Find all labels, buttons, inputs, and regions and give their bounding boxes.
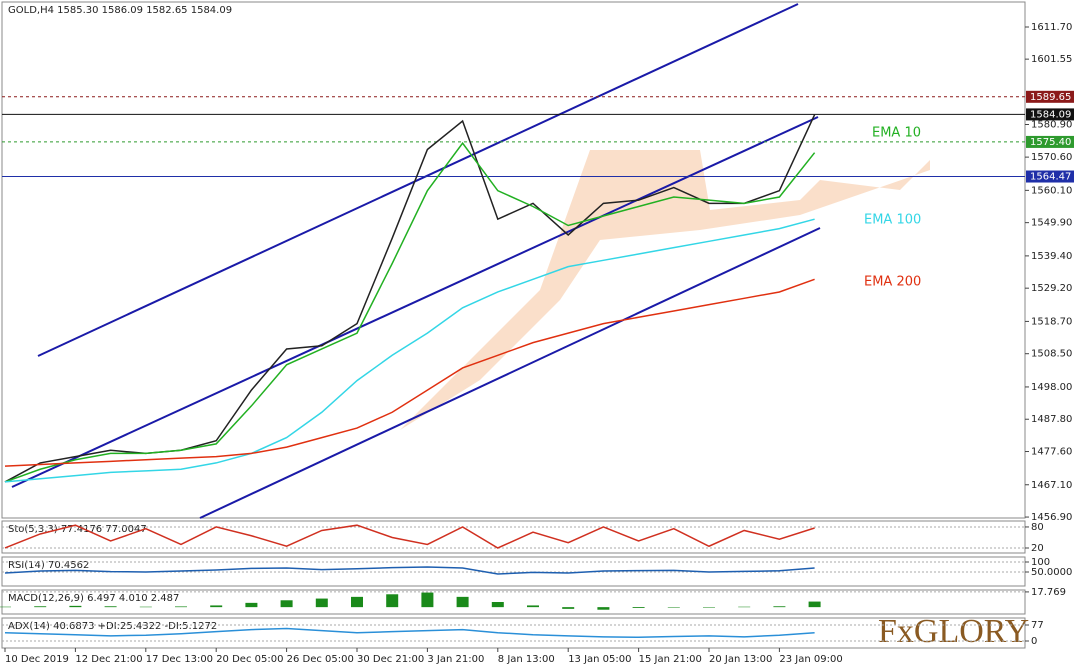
bar (139, 606, 152, 608)
channel-middle (11, 116, 819, 488)
y-tick-label: 1539.40 (1031, 251, 1072, 262)
bar (386, 594, 399, 608)
adx-pane (1, 617, 1026, 649)
bar (280, 600, 293, 608)
x-tick-label: 10 Dec 2019 (5, 654, 69, 665)
y-tick-label: 1580.90 (1031, 120, 1072, 131)
chart-title: GOLD,H4 1585.30 1586.09 1582.65 1584.09 (8, 5, 232, 16)
bar (527, 605, 539, 608)
pane-title: RSI(14) 70.4562 (8, 560, 89, 571)
ichimoku-cloud (400, 150, 930, 430)
y-tick-label: 20 (1031, 543, 1044, 554)
series-label: EMA 100 (864, 213, 921, 228)
y-tick-label: 1529.20 (1031, 283, 1072, 294)
bar (315, 598, 328, 608)
bar (245, 602, 258, 608)
bar (69, 605, 82, 608)
series-line (4, 627, 815, 639)
bar (738, 606, 751, 608)
price-tag (1026, 135, 1074, 148)
y-tick-label: 1508.50 (1031, 349, 1072, 360)
series-line (4, 141, 816, 483)
series-line (4, 218, 815, 483)
y-tick-label: 1611.70 (1031, 22, 1072, 33)
x-tick-label: 20 Dec 05:00 (216, 654, 283, 665)
series-line (4, 524, 815, 549)
bar (562, 607, 575, 609)
bar (491, 602, 504, 608)
price-tag (1026, 90, 1074, 103)
bar (175, 606, 187, 608)
y-tick-label: 0 (1031, 636, 1037, 647)
bar (104, 606, 117, 608)
bar (773, 606, 786, 608)
y-tick-label: 100 (1031, 557, 1050, 568)
x-tick-label: 23 Jan 09:00 (779, 654, 842, 665)
channel-lower (199, 227, 821, 519)
bar (808, 601, 821, 608)
y-tick-label: 1467.10 (1031, 480, 1072, 491)
pane-title: ADX(14) 40.6873 +DI:25.4322 -DI:5.1272 (8, 621, 217, 632)
series-line (4, 566, 815, 575)
price-tag-label: 1564.47 (1030, 172, 1071, 183)
x-tick-label: 17 Dec 13:00 (146, 654, 213, 665)
y-tick-label: 1549.90 (1031, 218, 1072, 229)
bar (632, 607, 645, 608)
price-tag (1026, 108, 1074, 121)
stoch-pane (1, 520, 1026, 554)
y-tick-label: 1487.80 (1031, 414, 1072, 425)
series-line (4, 278, 815, 467)
x-tick-label: 13 Jan 05:00 (568, 654, 631, 665)
x-tick-label: 12 Dec 21:00 (75, 654, 142, 665)
channel-upper (37, 3, 799, 357)
bar (456, 596, 469, 608)
x-tick-label: 15 Jan 21:00 (639, 654, 702, 665)
y-tick-label: 1518.70 (1031, 316, 1072, 327)
bar (667, 607, 680, 608)
price-tag-label: 1584.09 (1030, 109, 1071, 120)
x-tick-label: 30 Dec 21:00 (357, 654, 424, 665)
bar (597, 607, 610, 610)
y-tick-label: 50.0000 (1031, 567, 1072, 578)
bar (34, 606, 47, 608)
logo: FxGLORY (878, 613, 1029, 650)
x-tick-label: 3 Jan 21:00 (427, 654, 484, 665)
pane-title: MACD(12,26,9) 6.497 4.010 2.487 (8, 593, 179, 604)
price-tag-label: 1575.40 (1030, 137, 1071, 148)
bar (210, 605, 223, 608)
y-tick-label: 1477.60 (1031, 447, 1072, 458)
y-tick-label: 1560.10 (1031, 185, 1072, 196)
y-tick-label: 1498.00 (1031, 382, 1072, 393)
bar (421, 592, 434, 608)
series-label: EMA 200 (864, 275, 921, 290)
x-tick-label: 20 Jan 13:00 (709, 654, 772, 665)
y-tick-label: 80 (1031, 522, 1044, 533)
bar (0, 606, 11, 608)
bar (703, 607, 715, 608)
x-tick-label: 26 Dec 05:00 (287, 654, 354, 665)
y-tick-label: 1601.55 (1031, 54, 1072, 65)
y-tick-label: 1570.60 (1031, 152, 1072, 163)
bar (351, 596, 363, 608)
x-tick-label: 8 Jan 13:00 (498, 654, 555, 665)
y-tick-label: 17.769 (1031, 587, 1066, 598)
price-tag-label: 1589.65 (1030, 92, 1071, 103)
pane-title: Sto(5,3,3) 77.4176 77.0047 (8, 524, 147, 535)
y-tick-label: 77 (1031, 620, 1044, 631)
macd-pane (1, 589, 1026, 615)
main-pane (1, 1, 1026, 519)
y-tick-label: 1456.90 (1031, 512, 1072, 523)
price-tag (1026, 170, 1074, 183)
series-label: EMA 10 (872, 126, 921, 141)
